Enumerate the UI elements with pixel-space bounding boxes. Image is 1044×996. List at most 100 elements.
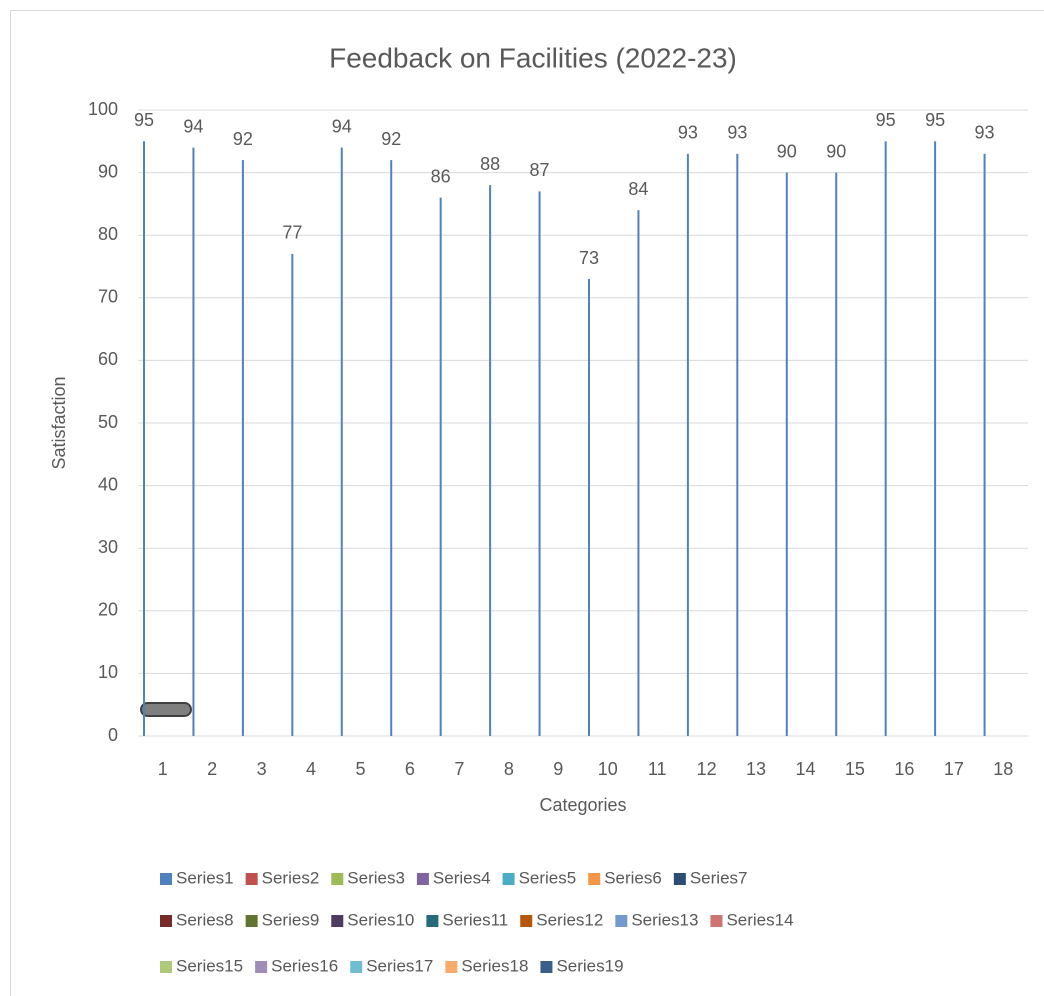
bar xyxy=(637,210,640,736)
data-label: 73 xyxy=(579,248,599,268)
data-label: 92 xyxy=(381,129,401,149)
bar xyxy=(439,197,442,736)
legend-swatch xyxy=(160,961,172,973)
legend-swatch xyxy=(426,915,439,927)
legend-label: Series14 xyxy=(726,910,793,929)
chart-border xyxy=(10,10,1044,996)
legend-swatch xyxy=(245,873,258,885)
legend-swatch xyxy=(520,915,533,927)
x-tick-label: 14 xyxy=(795,759,815,779)
bar xyxy=(835,172,838,737)
data-label: 88 xyxy=(480,154,500,174)
legend-swatch xyxy=(615,915,628,927)
y-tick-label: 10 xyxy=(98,662,118,682)
legend-label: Series10 xyxy=(347,910,414,929)
legend-swatch xyxy=(445,961,458,973)
x-tick-label: 7 xyxy=(454,759,464,779)
y-tick-label: 50 xyxy=(98,412,118,432)
x-tick-label: 10 xyxy=(598,759,618,779)
data-label: 90 xyxy=(777,141,797,161)
y-tick-label: 100 xyxy=(88,99,118,119)
x-tick-label: 1 xyxy=(158,759,168,779)
x-tick-label: 11 xyxy=(648,759,667,779)
legend-label: Series3 xyxy=(347,868,405,887)
bar xyxy=(588,279,590,736)
legend-label: Series1 xyxy=(176,868,234,887)
bar xyxy=(291,253,294,737)
bar xyxy=(538,191,541,736)
legend-swatch xyxy=(540,961,553,973)
bar xyxy=(686,153,689,736)
x-tick-label: 6 xyxy=(405,759,415,779)
data-label: 94 xyxy=(332,116,352,136)
legend-label: Series8 xyxy=(176,910,234,929)
data-label: 86 xyxy=(431,166,451,186)
legend-label: Series6 xyxy=(604,868,662,887)
legend-swatch xyxy=(245,915,258,927)
x-tick-label: 16 xyxy=(894,759,914,779)
y-tick-label: 70 xyxy=(98,287,118,307)
legend-label: Series13 xyxy=(631,910,698,929)
bar xyxy=(340,147,343,736)
x-tick-label: 9 xyxy=(553,759,563,779)
bar xyxy=(983,153,986,736)
legend-label: Series9 xyxy=(262,910,320,929)
y-tick-label: 90 xyxy=(98,161,118,181)
legend-label: Series4 xyxy=(433,868,491,887)
legend-swatch xyxy=(588,873,601,885)
x-tick-label: 5 xyxy=(355,759,365,779)
legend-swatch xyxy=(416,873,429,885)
x-axis-label: Categories xyxy=(539,795,626,815)
legend-swatch xyxy=(673,873,686,885)
bar xyxy=(934,141,937,737)
data-label: 93 xyxy=(678,123,698,143)
x-tick-label: 8 xyxy=(504,759,514,779)
y-tick-label: 80 xyxy=(98,224,118,244)
y-tick-label: 20 xyxy=(98,600,118,620)
legend-swatch xyxy=(350,961,363,973)
data-label: 95 xyxy=(925,110,945,130)
marker-cluster xyxy=(140,702,192,717)
data-label: 90 xyxy=(826,141,846,161)
y-tick-label: 40 xyxy=(98,474,118,494)
y-axis-label: Satisfaction xyxy=(49,376,69,469)
legend-swatch xyxy=(331,915,344,927)
legend-label: Series19 xyxy=(556,956,623,975)
data-label: 93 xyxy=(727,123,747,143)
bar xyxy=(489,185,492,736)
x-tick-label: 4 xyxy=(306,759,316,779)
legend-label: Series16 xyxy=(271,956,338,975)
bar xyxy=(785,172,788,737)
x-tick-label: 3 xyxy=(257,759,267,779)
data-label: 93 xyxy=(975,123,995,143)
y-tick-label: 60 xyxy=(98,349,118,369)
legend-label: Series7 xyxy=(690,868,748,887)
legend-label: Series2 xyxy=(262,868,320,887)
bar xyxy=(143,141,145,737)
legend-swatch xyxy=(502,873,515,885)
bar xyxy=(192,147,195,736)
x-tick-label: 15 xyxy=(845,759,865,779)
y-tick-label: 30 xyxy=(98,537,118,557)
data-label: 84 xyxy=(628,179,648,199)
data-label: 94 xyxy=(183,116,203,136)
y-tick-label: 0 xyxy=(108,725,118,745)
data-label: 77 xyxy=(282,223,302,243)
legend-label: Series5 xyxy=(519,868,577,887)
bar xyxy=(736,153,739,736)
legend-label: Series17 xyxy=(366,956,433,975)
x-tick-label: 12 xyxy=(697,759,717,779)
chart-title: Feedback on Facilities (2022-23) xyxy=(329,42,737,73)
legend-swatch xyxy=(710,915,723,927)
x-tick-label: 2 xyxy=(207,759,217,779)
data-label: 95 xyxy=(876,110,896,130)
x-tick-label: 13 xyxy=(746,759,766,779)
bar xyxy=(241,160,244,736)
legend-swatch xyxy=(160,873,172,885)
bar xyxy=(390,160,393,736)
x-tick-label: 17 xyxy=(944,759,964,779)
data-label: 95 xyxy=(134,110,154,130)
legend-label: Series18 xyxy=(461,956,528,975)
